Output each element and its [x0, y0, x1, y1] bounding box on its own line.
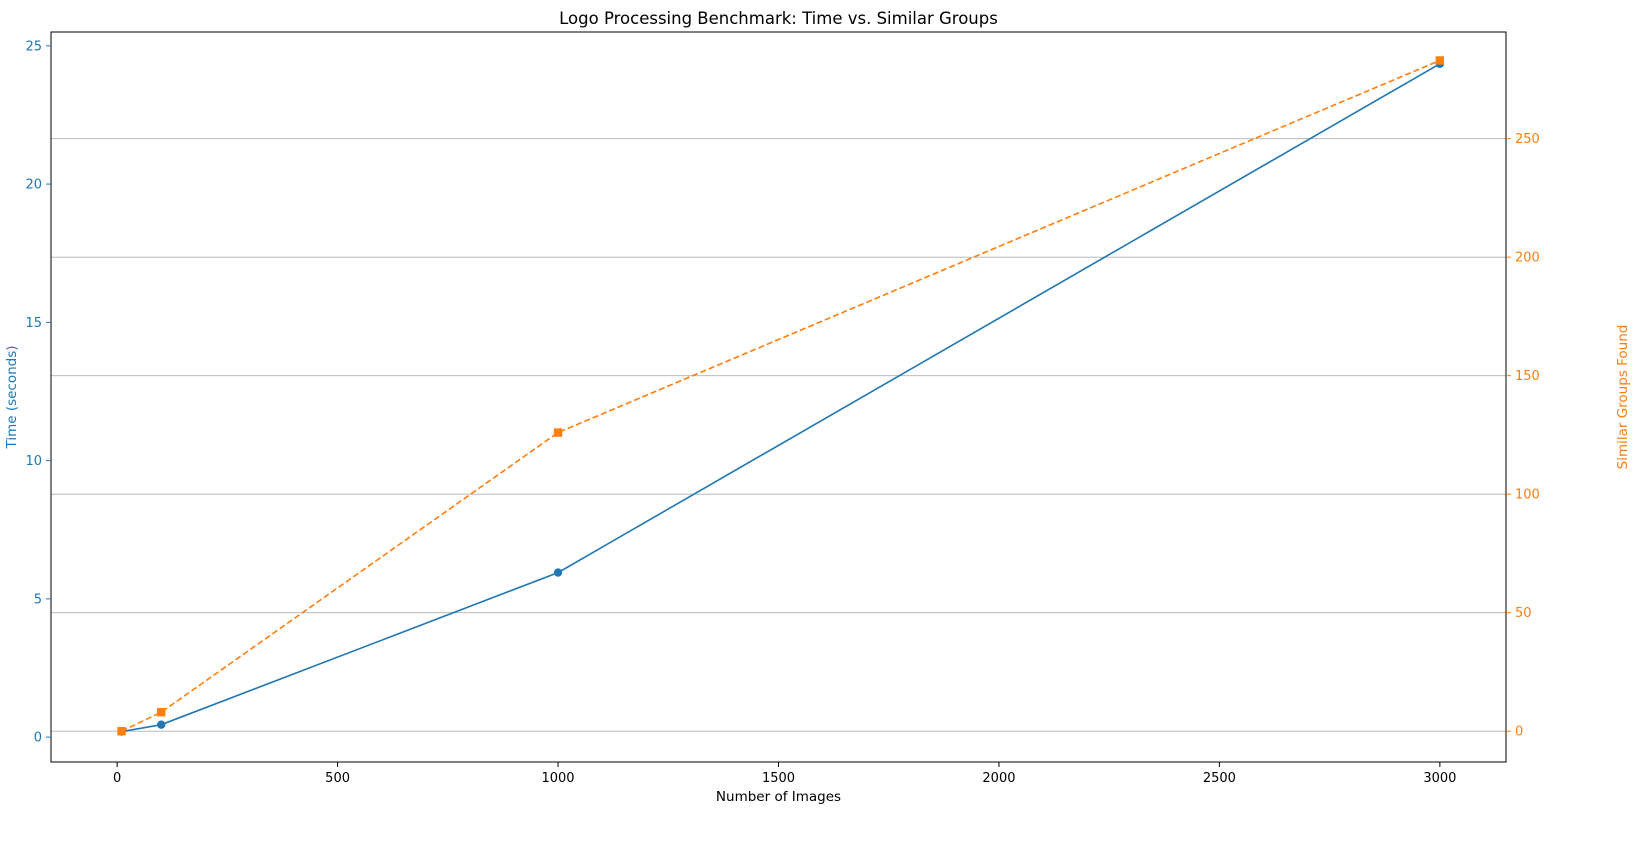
y-left-tick-label: 20 — [25, 178, 42, 193]
y-left-tick-label: 25 — [25, 39, 42, 54]
x-tick-label: 1500 — [762, 771, 795, 786]
y-right-tick-label: 50 — [1515, 606, 1532, 621]
y-axis-right-label: Similar Groups Found — [1615, 325, 1631, 470]
x-tick-label: 2000 — [982, 771, 1015, 786]
y-axis-left-label: Time (seconds) — [4, 345, 20, 449]
series-1-point — [1435, 56, 1445, 65]
y-right-tick-label: 0 — [1515, 725, 1523, 740]
y-left-tick-label: 5 — [34, 592, 42, 607]
y-left-tick-label: 10 — [25, 454, 42, 469]
chart-title: Logo Processing Benchmark: Time vs. Simi… — [559, 9, 998, 28]
y-axis-left: 0 5 10 15 20 25 — [25, 39, 51, 746]
x-tick-label: 2500 — [1203, 771, 1236, 786]
y-right-tick-label: 100 — [1515, 488, 1540, 503]
x-tick-label: 500 — [325, 771, 350, 786]
y-axis-right: 0 50 100 150 200 250 — [1506, 132, 1540, 740]
series-1-point — [157, 708, 166, 717]
x-axis: 0 500 1000 1500 2000 2500 3000 — [113, 762, 1456, 786]
y-left-tick-label: 15 — [25, 316, 42, 331]
x-axis-label: Number of Images — [716, 789, 841, 805]
y-right-tick-label: 150 — [1515, 369, 1540, 384]
series-layer — [117, 56, 1445, 736]
plot-frame — [50, 31, 1507, 763]
grid-lines — [51, 138, 1506, 732]
series-line-0 — [121, 63, 1441, 733]
x-tick-label: 0 — [113, 771, 121, 786]
y-right-tick-label: 250 — [1515, 132, 1540, 147]
y-right-tick-label: 200 — [1515, 251, 1540, 266]
series-0-point — [553, 568, 563, 577]
series-1-point — [117, 726, 126, 736]
x-tick-label: 1000 — [541, 771, 574, 786]
x-tick-label: 3000 — [1423, 771, 1456, 786]
y-left-tick-label: 0 — [34, 731, 42, 746]
series-line-1 — [121, 59, 1441, 732]
series-1-point — [553, 428, 563, 437]
series-0-point — [157, 720, 166, 729]
